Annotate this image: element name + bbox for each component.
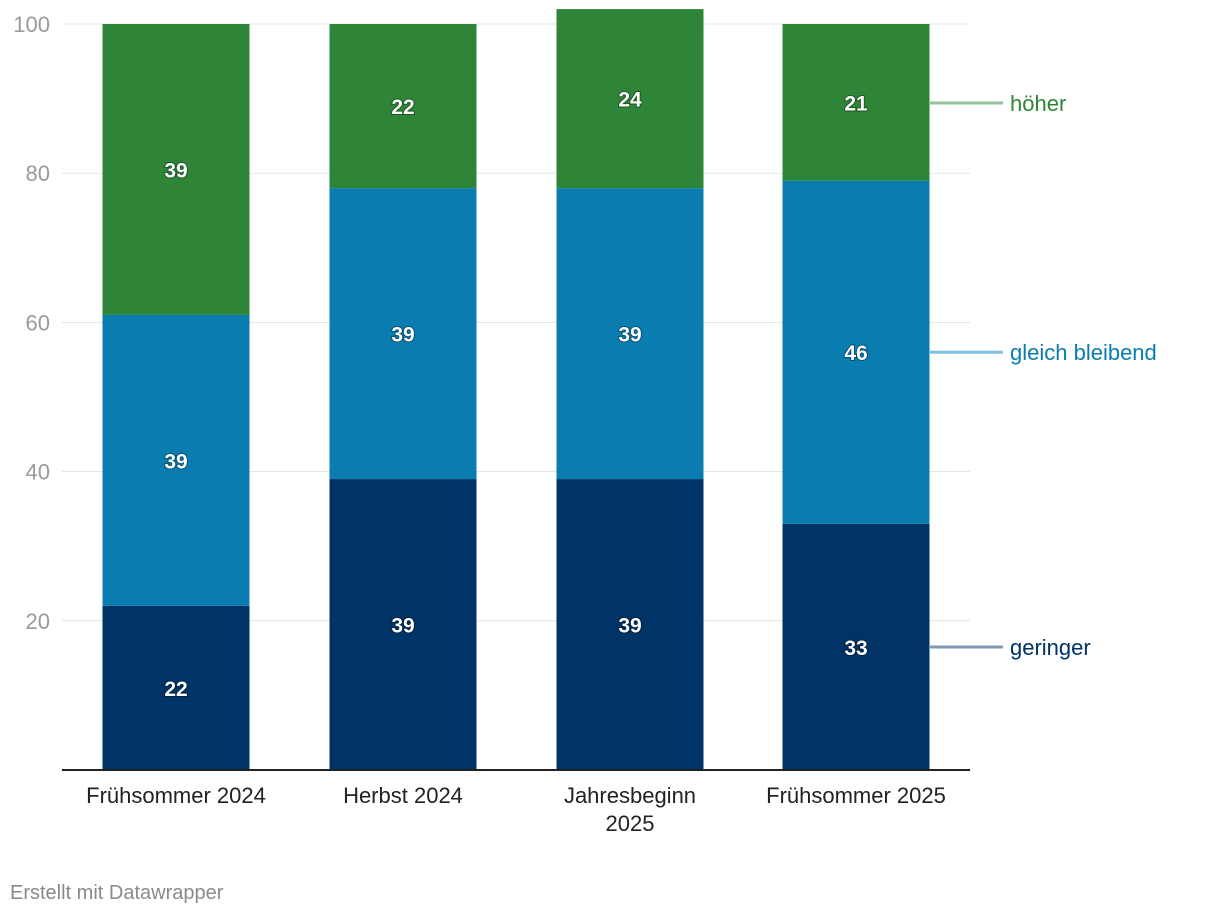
data-label: 39 xyxy=(391,324,414,347)
bar-segment xyxy=(329,188,477,480)
y-tick-label: 40 xyxy=(26,460,50,485)
data-label: 33 xyxy=(844,637,867,660)
stacked-bar-chart: 20 40 60 80 100 22 39 39 Frühsommer 2024 39 39 22 He… xyxy=(13,9,1157,836)
bar-segment xyxy=(329,24,477,189)
data-label: 39 xyxy=(164,450,187,473)
data-label: 21 xyxy=(844,92,868,115)
y-tick-label: 80 xyxy=(26,161,50,186)
bar-segment xyxy=(556,188,704,480)
footer-credit: Erstellt mit Datawrapper xyxy=(10,882,224,904)
legend-label: geringer xyxy=(1010,635,1091,660)
data-label: 22 xyxy=(164,678,187,701)
data-label: 24 xyxy=(618,89,642,112)
bar-segment xyxy=(329,479,477,770)
bar-segment xyxy=(782,523,930,770)
bar-segment xyxy=(556,9,704,189)
data-label: 39 xyxy=(391,615,414,638)
data-label: 39 xyxy=(618,324,641,347)
bar-segment xyxy=(102,605,250,770)
legend-label: höher xyxy=(1010,91,1066,116)
legend-label: gleich bleibend xyxy=(1010,340,1157,365)
x-tick-label: Frühsommer 2025 xyxy=(766,783,946,808)
bar-segment xyxy=(102,314,250,606)
x-tick-label: 2025 xyxy=(606,811,655,836)
data-label: 22 xyxy=(391,96,414,119)
x-tick-label: Frühsommer 2024 xyxy=(86,783,266,808)
y-tick-label: 60 xyxy=(26,310,50,335)
x-tick-label: Herbst 2024 xyxy=(343,783,463,808)
y-tick-label: 20 xyxy=(26,609,50,634)
data-label: 46 xyxy=(844,342,867,365)
bar-segment xyxy=(556,479,704,770)
x-tick-label: Jahresbeginn xyxy=(564,783,696,808)
data-label: 39 xyxy=(618,615,641,638)
y-tick-label: 100 xyxy=(13,12,50,37)
bar-segment xyxy=(782,24,930,181)
data-label: 39 xyxy=(164,159,187,182)
bar-segment xyxy=(782,180,930,524)
bar-segment xyxy=(102,24,250,315)
